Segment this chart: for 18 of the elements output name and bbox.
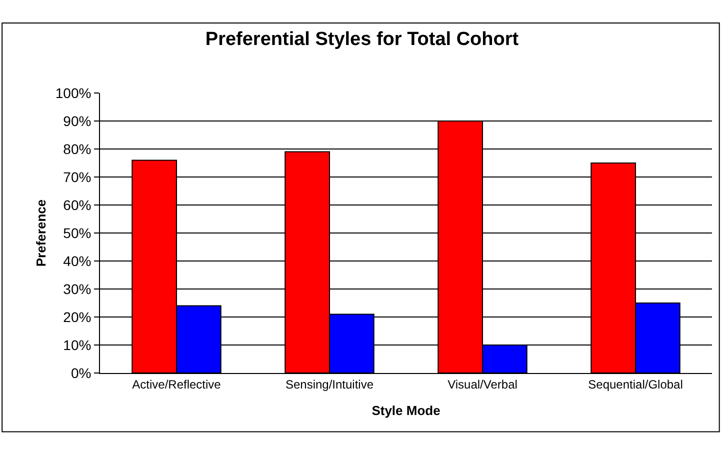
y-tick-label: 70% <box>63 168 92 185</box>
x-tick-label: Sequential/Global <box>588 377 683 392</box>
y-tick-label: 80% <box>63 140 92 157</box>
y-tick-label: 20% <box>63 308 92 325</box>
y-tick-label: 60% <box>63 196 92 213</box>
y-tick-label: 50% <box>63 224 92 241</box>
x-tick-label: Visual/Verbal <box>448 377 518 392</box>
chart-title: Preferential Styles for Total Cohort <box>205 29 520 50</box>
x-axis-title: Style Mode <box>372 403 440 418</box>
y-tick-label: 30% <box>63 280 92 297</box>
y-tick-label: 0% <box>70 364 92 381</box>
y-tick-label: 40% <box>63 252 92 269</box>
y-tick-label: 10% <box>63 336 92 353</box>
y-tick-label: 90% <box>63 112 92 129</box>
x-tick-label: Active/Reflective <box>132 377 222 392</box>
y-tick-label: 100% <box>55 84 92 101</box>
y-axis-title: Preference <box>33 199 48 267</box>
x-tick-label: Sensing/Intuitive <box>285 377 374 392</box>
